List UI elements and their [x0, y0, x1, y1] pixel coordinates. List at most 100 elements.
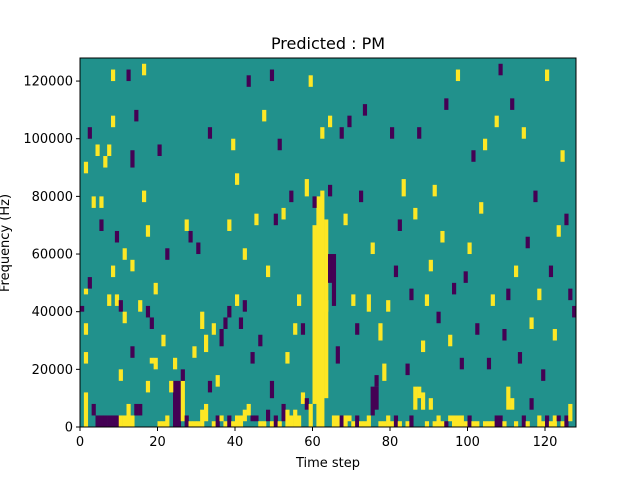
heatmap-cell: [262, 421, 267, 427]
heatmap-cell: [401, 179, 406, 197]
heatmap-cells: [80, 63, 577, 428]
heatmap-cell: [436, 311, 441, 324]
heatmap-cell: [560, 421, 565, 427]
heatmap-cell: [378, 421, 383, 427]
heatmap-cell: [432, 184, 437, 197]
heatmap-cell: [80, 305, 85, 312]
heatmap-cell: [304, 398, 309, 410]
heatmap-cell: [223, 421, 228, 427]
heatmap-cell: [421, 392, 426, 410]
heatmap-cell: [339, 127, 344, 139]
heatmap-cell: [548, 421, 554, 427]
heatmap-cell: [483, 421, 488, 427]
heatmap-cell: [455, 69, 461, 82]
heatmap-cell: [273, 415, 278, 427]
heatmap-cell: [459, 357, 464, 370]
heatmap-cell: [130, 415, 135, 427]
heatmap-cell: [142, 190, 147, 203]
heatmap-cell: [432, 421, 437, 427]
heatmap-cell: [490, 294, 495, 306]
heatmap-cell: [366, 294, 371, 312]
heatmap-cell: [552, 328, 557, 341]
heatmap-cell: [452, 282, 457, 295]
heatmap-cell: [463, 421, 468, 427]
heatmap-cell: [145, 225, 151, 237]
heatmap-cell: [483, 138, 488, 151]
heatmap-cell: [126, 69, 131, 82]
heatmap-cell: [188, 230, 193, 243]
heatmap-cell: [138, 300, 143, 312]
heatmap-cell: [459, 415, 464, 427]
heatmap-cell: [498, 63, 503, 76]
heatmap-cell: [300, 392, 306, 404]
heatmap-cell: [235, 294, 240, 306]
heatmap-cell: [390, 127, 395, 139]
heatmap-cell: [545, 415, 550, 427]
y-tick-label: 20000: [32, 363, 73, 378]
heatmap-cell: [386, 300, 391, 312]
heatmap-cell: [258, 334, 263, 347]
heatmap-cell: [479, 202, 484, 214]
heatmap-cell: [548, 265, 554, 278]
heatmap-cell: [111, 115, 116, 128]
heatmap-cell: [521, 127, 526, 139]
heatmap-cell: [455, 415, 461, 427]
heatmap-cell: [250, 415, 255, 422]
heatmap-cell: [269, 380, 275, 399]
heatmap-cell: [277, 421, 282, 427]
heatmap-cell: [374, 386, 379, 410]
heatmap-cell: [417, 386, 422, 399]
heatmap-cell: [556, 415, 561, 422]
heatmap-cell: [227, 415, 232, 427]
heatmap-cell: [192, 346, 197, 358]
heatmap-cell: [328, 254, 333, 283]
heatmap-cell: [486, 357, 492, 370]
heatmap-cell: [347, 415, 352, 422]
heatmap-cell: [297, 294, 302, 306]
heatmap-cell: [308, 75, 313, 87]
heatmap-cell: [517, 352, 523, 364]
y-tick-label: 40000: [32, 305, 73, 320]
heatmap-cell: [130, 150, 135, 168]
heatmap-cell: [207, 380, 213, 393]
heatmap-cell: [289, 190, 294, 203]
heatmap-cell: [312, 196, 317, 208]
heatmap-cell: [211, 323, 216, 335]
heatmap-cell: [134, 109, 139, 122]
heatmap-cell: [238, 317, 244, 329]
heatmap-cell: [467, 242, 472, 255]
heatmap-cell: [424, 421, 430, 427]
heatmap-cell: [537, 415, 542, 427]
heatmap-cell: [114, 294, 120, 306]
heatmap-cell: [417, 127, 422, 139]
x-axis: 0 20 40 60 80 100 120: [76, 427, 557, 450]
heatmap-cell: [502, 421, 507, 427]
heatmap-cell: [359, 421, 364, 427]
heatmap-cell: [277, 138, 282, 151]
heatmap-cell: [510, 398, 515, 410]
heatmap-cell: [118, 369, 123, 381]
heatmap-cell: [145, 380, 151, 393]
heatmap-cell: [386, 415, 391, 427]
heatmap-cell: [188, 421, 193, 427]
heatmap-cell: [204, 334, 209, 353]
heatmap-cell: [145, 305, 151, 318]
heatmap-cell: [99, 415, 104, 427]
heatmap-cell: [285, 409, 290, 427]
x-tick-label: 60: [304, 435, 321, 450]
heatmap-cell: [552, 415, 557, 427]
heatmap-cell: [413, 386, 418, 410]
y-tick-label: 120000: [23, 75, 73, 90]
heatmap-cell: [320, 127, 325, 139]
heatmap-cell: [91, 403, 96, 416]
heatmap-cell: [405, 363, 410, 376]
heatmap-cell: [444, 421, 449, 427]
heatmap-cell: [83, 323, 89, 335]
heatmap-cell: [157, 144, 162, 157]
y-tick-label: 0: [65, 421, 73, 436]
heatmap-cell: [138, 403, 143, 416]
heatmap-cell: [382, 363, 387, 381]
heatmap-cell: [238, 415, 244, 427]
heatmap-cell: [180, 369, 185, 381]
